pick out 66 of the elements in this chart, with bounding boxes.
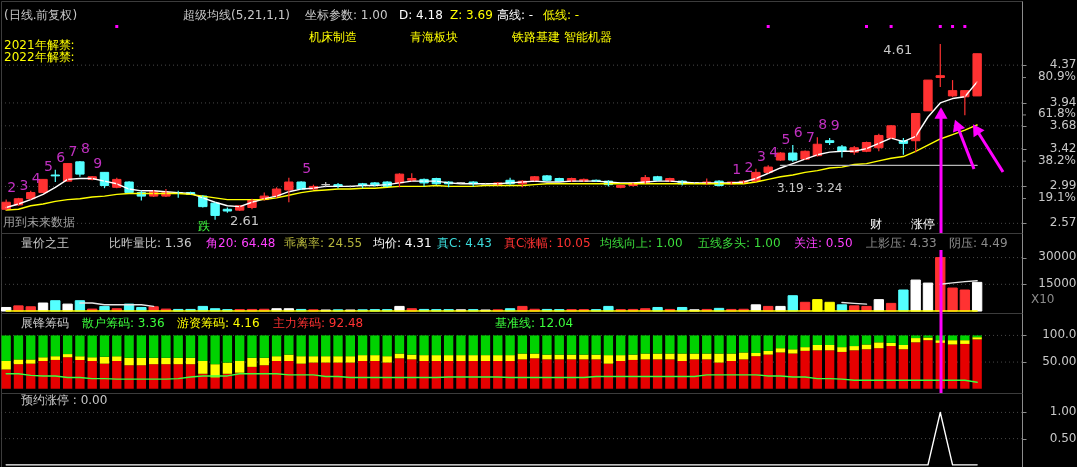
annotation: 基准线: 12.04 — [495, 316, 574, 330]
annotation: 散户筹码: 3.36 — [82, 316, 165, 330]
annotation: 机床制造 — [309, 30, 357, 44]
text: 5 — [44, 158, 53, 175]
y-tick-label: 50.00 — [1042, 353, 1077, 368]
text: 2.61 — [230, 212, 260, 228]
text: 1 — [732, 161, 742, 178]
y-tick-label: 100.0 — [1042, 327, 1077, 342]
annotation: 青海板块 — [410, 30, 458, 44]
y-tick-label: 2.57 — [1049, 215, 1077, 230]
text: 4.61 — [883, 42, 913, 58]
text: 7 — [806, 129, 815, 146]
text: 4 — [31, 169, 41, 186]
y2-tick-label: 38.2% — [1037, 152, 1076, 167]
text: 4 — [769, 144, 779, 161]
text: 2 — [744, 159, 754, 176]
annotation: 关注: 0.50 — [794, 236, 853, 250]
annotation: 3.19 - 3.24 — [777, 181, 843, 195]
text: 3 — [756, 147, 766, 164]
chart-title: 预约涨停 : 0.00 — [21, 393, 108, 407]
annotation: 游资筹码: 4.16 — [177, 316, 260, 330]
annotation: 超级均线(5,21,1,1) — [183, 8, 290, 22]
annotation: 用到未来数据 — [3, 215, 75, 229]
y-tick-label: 1.00 — [1049, 404, 1077, 419]
text: 5 — [302, 160, 312, 177]
chart-title: 量价之王 — [21, 236, 69, 250]
annotation: 比昨量比: 1.36 — [109, 236, 192, 250]
annotation: D: 4.18 — [399, 8, 443, 22]
annotation: 坐标参数: 1.00 — [305, 8, 388, 22]
text: 8 — [80, 139, 90, 156]
annotation: 五线多头: 1.00 — [698, 236, 781, 250]
annotation: 均价: 4.31 — [372, 236, 432, 250]
text: 6 — [56, 148, 66, 165]
text: 7 — [68, 142, 78, 159]
annotation: 主力筹码: 92.48 — [273, 316, 364, 330]
text: (日线.前复权) — [4, 8, 78, 22]
y-tick-label: 3.94 — [1049, 94, 1077, 109]
text: X10 — [1031, 292, 1055, 306]
text: 2 — [7, 178, 17, 195]
annotation: 真C涨幅: 10.05 — [504, 236, 591, 250]
annotation: 上影压: 4.33 — [866, 236, 937, 250]
annotation: 跌 — [198, 219, 210, 233]
text: 3 — [19, 176, 29, 193]
text: 6 — [793, 124, 803, 141]
y-tick-label: 15000 — [1038, 276, 1077, 291]
y-tick-label: 0.50 — [1049, 430, 1077, 445]
annotation: 财 — [870, 217, 882, 231]
text: 9 — [830, 117, 840, 134]
annotation: 阴压: 4.49 — [949, 236, 1008, 250]
annotation: 角20: 64.48 — [206, 236, 276, 250]
annotation: 低线: - — [543, 8, 580, 22]
annotation: 均线向上: 1.00 — [599, 236, 683, 250]
annotation: Z: 3.69 — [450, 8, 493, 22]
annotation: 涨停 — [911, 217, 935, 231]
annotation: 真C: 4.43 — [437, 236, 492, 250]
text: 5 — [781, 131, 791, 148]
y-tick-label: 30000 — [1038, 249, 1077, 264]
annotation: 铁路基建 智能机器 — [511, 30, 612, 44]
annotation: 2022年解禁: — [4, 50, 75, 64]
annotation: 乖离率: 24.55 — [284, 236, 363, 250]
y-tick-label: 3.42 — [1049, 140, 1077, 155]
text: 8 — [818, 116, 828, 133]
annotation: 高线: - — [497, 8, 534, 22]
text: 9 — [93, 154, 103, 171]
chart-title: 展锋筹码 — [21, 316, 69, 330]
annotation: 2021年解禁: — [4, 38, 75, 52]
